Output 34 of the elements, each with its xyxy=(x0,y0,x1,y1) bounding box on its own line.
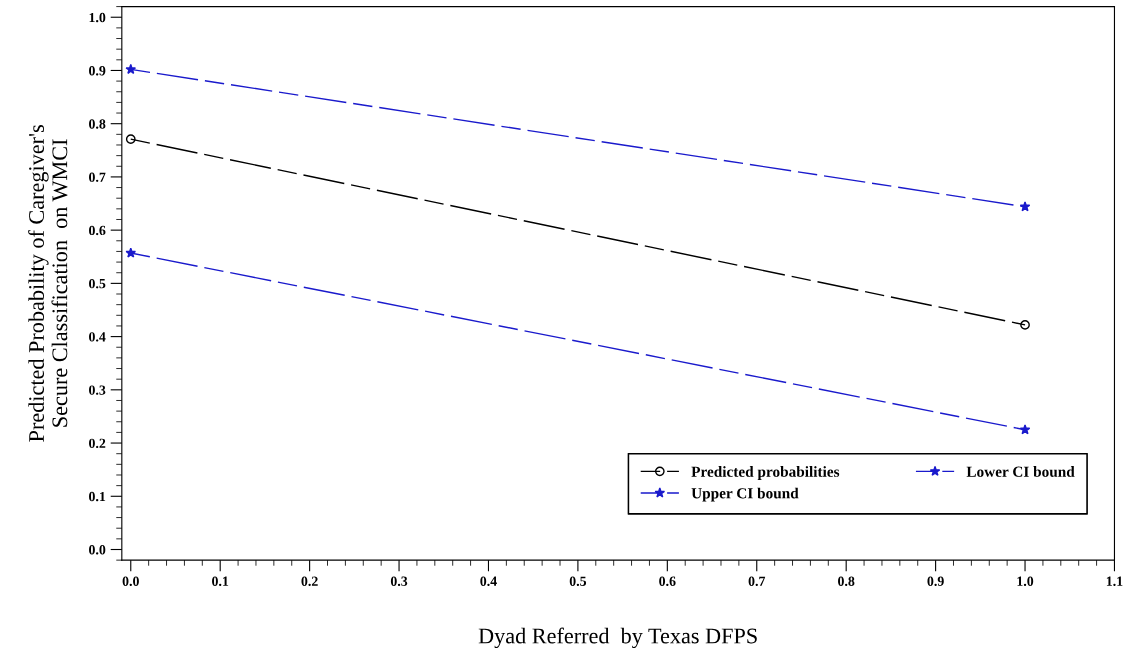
legend-label: Predicted probabilities xyxy=(691,466,840,480)
point xyxy=(125,247,137,258)
y-tick-label: 0.6 xyxy=(89,225,106,236)
x-tick-label: 1.1 xyxy=(1106,576,1123,586)
y-axis-title: Predicted Probability of Caregiver's Secure Classification on WMCI xyxy=(28,125,68,442)
y-tick-label: 0.1 xyxy=(89,491,106,502)
x-tick-label: 0.6 xyxy=(659,576,676,586)
y-tick-label: 0.7 xyxy=(89,172,106,182)
y-tick-label: 0.5 xyxy=(89,278,106,289)
point xyxy=(125,63,137,75)
x-tick-label: 1.0 xyxy=(1017,576,1034,586)
y-tick-label: 0.2 xyxy=(89,438,106,449)
x-tick-label: 0.7 xyxy=(748,576,766,586)
x-tick-label: 0.9 xyxy=(927,576,944,586)
x-tick-label: 0.1 xyxy=(212,576,229,586)
point xyxy=(1019,424,1031,435)
legend-label: Upper CI bound xyxy=(691,487,799,502)
y-tick-label: 0.8 xyxy=(89,119,106,129)
y-tick-label: 0.0 xyxy=(89,545,106,555)
point xyxy=(1020,320,1030,330)
x-tick-label: 0.4 xyxy=(480,576,497,586)
x-tick-label: 0.3 xyxy=(390,576,408,586)
point xyxy=(125,134,136,144)
y-tick-label: 0.9 xyxy=(89,66,106,76)
y-tick-label: 0.4 xyxy=(89,332,106,342)
x-axis-title: Dyad Referred by Texas DFPS xyxy=(478,627,757,649)
y-tick-label: 1.0 xyxy=(89,12,106,23)
x-tick-label: 0.8 xyxy=(838,576,855,586)
y-tick-label: 0.3 xyxy=(89,385,106,395)
x-tick-label: 0.2 xyxy=(301,576,318,586)
x-tick-label: 0.5 xyxy=(569,576,587,586)
legend-label: Lower CI bound xyxy=(966,466,1075,477)
point xyxy=(1019,201,1031,212)
x-tick-label: 0.0 xyxy=(122,576,139,586)
